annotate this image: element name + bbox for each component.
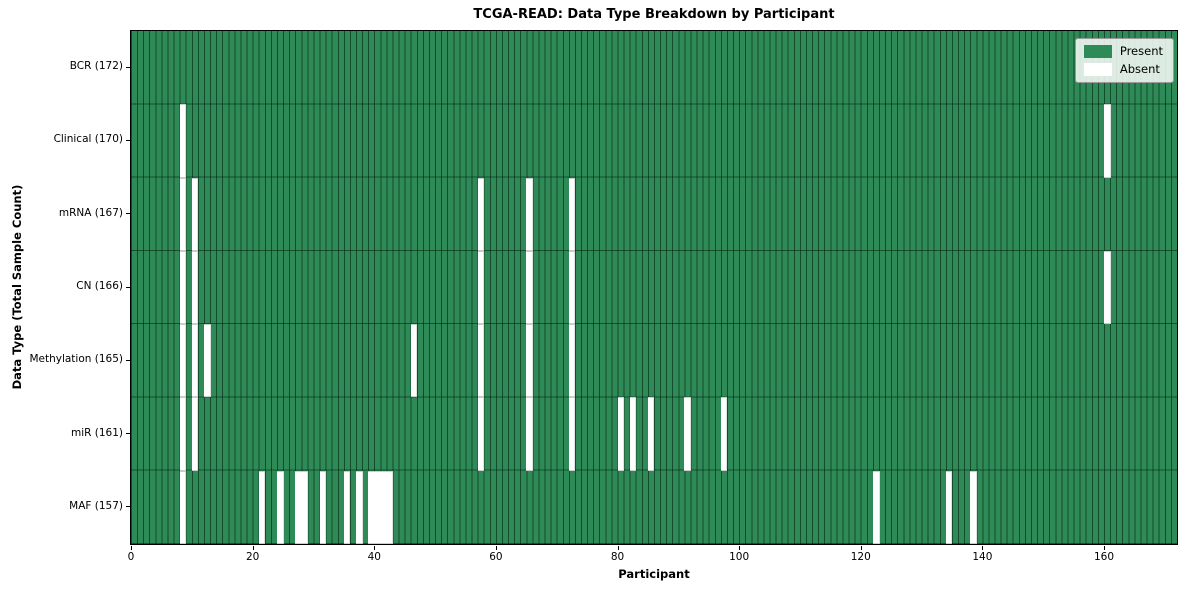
absent-cell — [179, 250, 187, 325]
absent-cell — [410, 324, 418, 398]
absent-cell — [319, 470, 327, 544]
absent-cell — [343, 470, 351, 544]
x-tick-label: 160 — [1093, 551, 1115, 563]
chart-title: TCGA-READ: Data Type Breakdown by Partic… — [473, 7, 835, 22]
absent-cell — [191, 324, 199, 398]
y-tick-label: miR (161) — [70, 426, 123, 439]
absent-cell — [301, 470, 308, 544]
absent-cell — [276, 470, 284, 544]
absent-cell — [374, 470, 381, 544]
y-tick-mark — [126, 66, 130, 68]
x-tick-mark — [252, 546, 254, 550]
absent-cell — [179, 397, 187, 471]
x-tick-label: 80 — [610, 551, 625, 563]
legend-item-present: Present — [1083, 44, 1163, 58]
x-tick-mark — [860, 546, 862, 550]
x-tick-mark — [617, 546, 619, 550]
absent-cell — [526, 397, 533, 471]
absent-cell — [380, 470, 387, 544]
absent-cell — [526, 250, 533, 325]
legend-item-absent: Absent — [1083, 62, 1163, 76]
x-tick-label: 140 — [972, 551, 993, 563]
x-tick-mark — [374, 546, 376, 550]
y-tick-label: MAF (157) — [69, 499, 123, 512]
absent-cell — [477, 250, 485, 325]
absent-cell — [203, 324, 211, 398]
x-tick-label: 100 — [729, 551, 750, 563]
absent-cell — [970, 470, 977, 544]
plot-area: Present Absent — [130, 30, 1178, 545]
y-tick-mark — [126, 433, 130, 435]
absent-cell — [1104, 250, 1111, 325]
absent-cell — [477, 397, 485, 471]
absent-cell — [568, 250, 576, 325]
absent-cell — [179, 104, 187, 178]
absent-cell — [720, 397, 728, 471]
x-tick-label: 120 — [850, 551, 871, 563]
absent-cell — [1104, 104, 1111, 178]
absent-cell — [629, 397, 637, 471]
x-tick-mark — [739, 546, 741, 550]
absent-cell — [617, 397, 625, 471]
absent-cell — [477, 177, 485, 251]
absent-cell — [368, 470, 375, 544]
y-tick-mark — [126, 286, 130, 288]
x-tick-mark — [131, 546, 132, 550]
legend: Present Absent — [1074, 38, 1174, 83]
absent-cell — [945, 470, 953, 544]
absent-cell — [191, 397, 199, 471]
absent-cell — [647, 397, 655, 471]
absent-cell — [684, 397, 691, 471]
absent-cell — [191, 177, 199, 251]
absent-cell — [477, 324, 485, 398]
y-tick-label: CN (166) — [76, 280, 123, 292]
y-tick-mark — [126, 213, 130, 215]
y-tick-label: Methylation (165) — [29, 353, 123, 366]
legend-label-present: Present — [1119, 44, 1163, 58]
absent-cell — [568, 177, 576, 251]
y-tick-label: BCR (172) — [69, 60, 123, 73]
absent-cell — [258, 470, 266, 544]
absent-cell — [386, 470, 393, 544]
absent-cell — [872, 470, 880, 544]
absent-cell — [526, 177, 533, 251]
y-tick-label: Clinical (170) — [53, 133, 123, 146]
absent-cell — [191, 250, 199, 325]
y-tick-mark — [126, 139, 130, 141]
absent-cell — [179, 324, 187, 398]
y-tick-mark — [126, 359, 130, 361]
x-tick-mark — [495, 546, 497, 550]
legend-label-absent: Absent — [1119, 62, 1160, 76]
x-tick-label: 0 — [127, 551, 135, 563]
absent-cell — [179, 470, 187, 544]
y-tick-label: mRNA (167) — [58, 206, 123, 219]
x-tick-label: 40 — [367, 551, 381, 563]
absent-cell — [356, 470, 363, 544]
absent-cell — [526, 324, 533, 398]
x-axis-label: Participant — [618, 567, 690, 581]
absent-swatch — [1083, 63, 1112, 76]
x-tick-mark — [1104, 546, 1106, 550]
x-tick-label: 60 — [489, 551, 503, 563]
x-tick-label: 20 — [245, 551, 260, 563]
present-swatch — [1083, 45, 1112, 58]
absent-cell — [295, 470, 302, 544]
absent-cell — [568, 397, 576, 471]
x-tick-mark — [982, 546, 984, 550]
y-tick-mark — [126, 506, 130, 508]
absent-cell — [568, 324, 576, 398]
absent-cell — [179, 177, 187, 251]
